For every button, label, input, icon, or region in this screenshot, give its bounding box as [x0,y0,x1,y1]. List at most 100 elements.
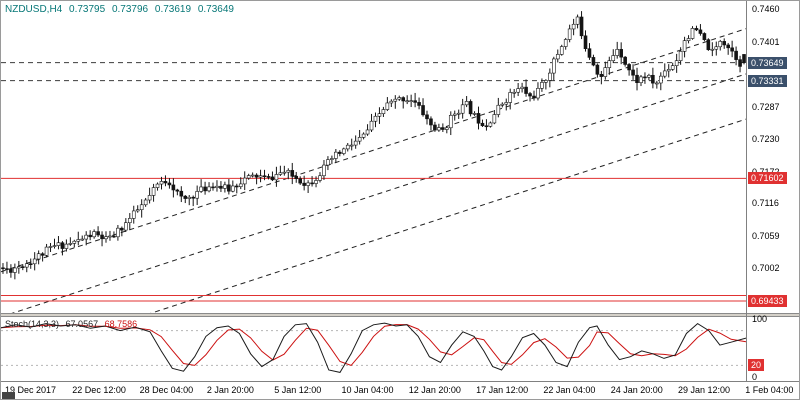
price-line-label-box: 0.73331 [748,74,787,87]
candle-body [666,69,671,72]
candle-body [555,54,560,60]
candle-body [330,158,334,160]
candle-body [187,196,192,199]
candle-body [702,33,707,40]
panel-splitter[interactable] [1,313,799,317]
candle-body [1,267,5,270]
candle-body [36,253,41,260]
candle-body [108,235,112,238]
candle-body [417,102,421,106]
candle-body [124,222,128,231]
candle-body [401,97,406,102]
candle-body [96,231,100,236]
candle-body [484,125,489,128]
price-axis-label: 0.7116 [752,198,779,209]
candle-body [151,187,156,196]
candle-body [377,113,382,117]
candlesticks [1,11,746,280]
candle-body [163,181,168,184]
price-axis-label: 0.7401 [752,37,780,48]
candle-body [112,235,116,238]
candle-body [571,23,576,30]
candle-body [131,210,136,219]
candle-body [231,185,235,192]
candle-body [496,104,501,115]
candle-body [345,144,350,150]
ohlc-low: 0.73619 [154,4,192,15]
candle-body [68,243,73,245]
trendline[interactable] [1,73,746,313]
candle-body [627,64,631,71]
trendline[interactable] [1,118,746,313]
candle-body [528,93,532,97]
candle-body [520,86,524,89]
candle-body [742,54,746,63]
time-axis-label: 24 Jan 20:00 [610,385,663,395]
bottom-left-corner [2,392,15,399]
candle-body [60,242,65,249]
candle-body [32,258,37,265]
candle-body [5,268,9,270]
stochastic-label: Stoch(14,3,3) 67.0567 68.7586 [5,319,141,329]
candle-body [607,60,612,68]
price-chart-canvas[interactable] [1,1,746,313]
candle-body [480,122,485,127]
candle-body [445,127,449,130]
candle-body [326,159,330,166]
candle-body [48,246,53,248]
candle-body [318,175,322,181]
candle-body [524,86,528,94]
candle-body [464,101,469,106]
candle-body [670,65,675,70]
candle-body [563,39,568,47]
candle-body [76,239,81,242]
candle-body [504,102,509,105]
candle-body [20,266,25,268]
candle-body [199,186,203,192]
time-axis-label: 1 Feb 04:00 [745,385,794,395]
trendline[interactable] [1,28,746,273]
candle-body [92,231,96,238]
candle-body [322,164,326,177]
candle-body [13,267,17,273]
price-axis-label: 0.7230 [752,133,780,144]
candle-body [207,186,211,192]
candle-body [120,227,124,231]
candle-body [718,41,723,48]
stochastic-signal-value: 68.7586 [104,319,138,329]
stochastic-main-line[interactable] [1,322,746,373]
candle-body [357,137,362,142]
candle-body [433,124,437,131]
candle-body [488,122,493,127]
candle-body [215,185,219,188]
candle-body [72,240,77,244]
candle-body [595,64,600,75]
candle-body [583,35,588,49]
candle-body [591,57,596,66]
candle-body [472,113,477,115]
candle-body [662,70,667,77]
candle-body [211,186,215,189]
candle-body [246,175,251,179]
candle-body [234,185,239,188]
candle-body [227,184,231,192]
candle-body [254,174,259,178]
candle-body [127,218,132,224]
candle-body [429,118,433,126]
candle-body [282,171,287,174]
time-axis-label: 19 Dec 2017 [5,385,57,395]
candle-body [623,56,627,65]
candle-body [44,246,49,256]
stochastic-signal-line[interactable] [1,324,746,366]
price-axis-label: 0.7059 [752,230,780,241]
candle-body [9,268,13,273]
candle-body [409,100,413,102]
stochastic-canvas[interactable] [1,317,746,381]
time-axis[interactable]: 19 Dec 2017 22 Dec 12:00 28 Dec 04:00 2 Jan… [1,381,799,399]
candle-body [278,172,283,175]
price-axis[interactable]: 0.7460 0.7401 0.7287 0.7230 0.7172 0.7116 0.70… [746,1,799,382]
candle-body [143,199,148,206]
candle-body [52,245,57,247]
candle-body [116,227,120,238]
